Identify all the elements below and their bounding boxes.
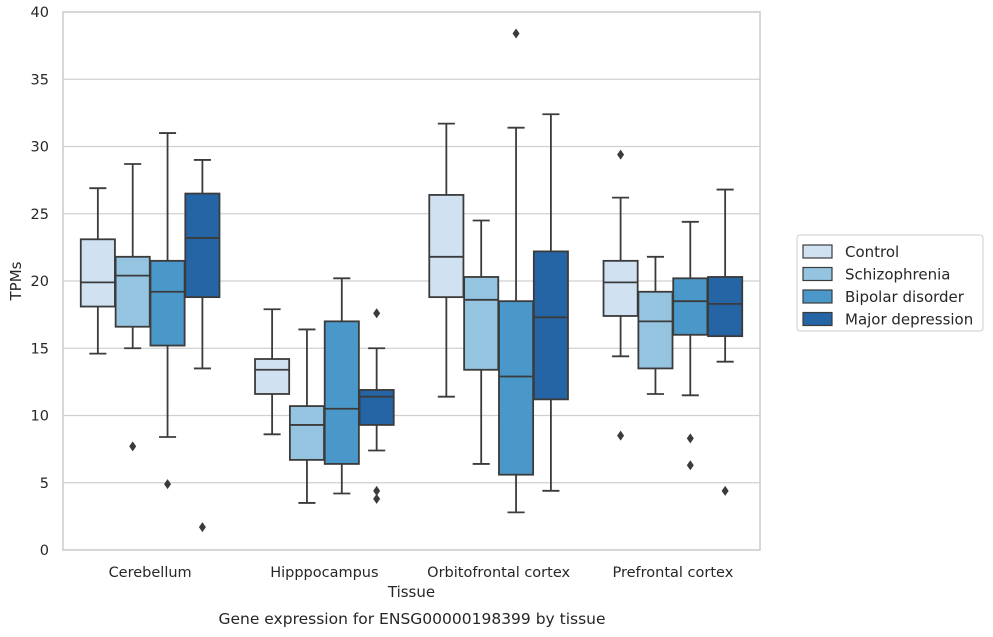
box-iqr [254, 358, 291, 395]
x-axis-title: Tissue [387, 583, 435, 601]
legend: Control Schizophrenia Bipolar disorder Majo… [796, 234, 984, 332]
box-iqr [637, 290, 674, 370]
y-tick-label: 0 [40, 543, 49, 559]
box-iqr [498, 300, 535, 476]
box-iqr [114, 255, 151, 328]
y-tick-label: 15 [31, 341, 49, 357]
box-iqr [672, 277, 709, 336]
legend-swatch [802, 266, 833, 282]
box-control [428, 122, 465, 398]
outlier-point [512, 28, 520, 39]
box-iqr [532, 250, 569, 401]
box-bipolar-disorder [498, 28, 535, 514]
outlier-point [373, 485, 381, 496]
box-iqr [707, 276, 744, 338]
box-control [254, 308, 291, 436]
box-schizophrenia [114, 163, 151, 452]
boxes [79, 28, 744, 533]
box-schizophrenia [463, 219, 500, 465]
box-schizophrenia [637, 255, 674, 395]
box-iqr [323, 320, 360, 465]
y-tick-label: 20 [31, 274, 49, 290]
outlier-point [617, 430, 625, 441]
x-tick-label: Orbitofrontal cortex [427, 565, 570, 581]
outlier-point [617, 149, 625, 160]
y-tick-label: 35 [31, 72, 49, 88]
box-iqr [149, 259, 186, 347]
outlier-point [721, 485, 729, 496]
x-tick-label: Cerebellum [109, 565, 192, 581]
y-tick-label: 30 [31, 140, 49, 156]
outlier-point [164, 479, 172, 490]
legend-label: Major depression [845, 311, 973, 329]
box-major-depression [184, 159, 221, 533]
box-schizophrenia [288, 328, 325, 504]
legend-frame [796, 234, 984, 332]
box-major-depression [532, 113, 569, 492]
box-bipolar-disorder [323, 277, 360, 495]
legend-swatch [802, 311, 833, 327]
x-tick-labels: Cerebellum Hipppocampus Orbitofrontal cort… [109, 565, 734, 581]
box-control [602, 149, 639, 441]
legend-label: Bipolar disorder [845, 288, 965, 306]
box-iqr [288, 405, 325, 461]
box-bipolar-disorder [672, 220, 709, 471]
box-iqr [602, 259, 639, 317]
box-major-depression [358, 308, 395, 504]
box-iqr [184, 192, 221, 299]
legend-label: Schizophrenia [845, 266, 950, 284]
y-tick-labels: 0 5 10 15 20 25 30 35 40 [31, 5, 49, 559]
legend-swatch [802, 244, 833, 259]
outlier-point [373, 308, 381, 319]
outlier-point [686, 433, 694, 444]
outlier-point [198, 522, 206, 533]
box-iqr [358, 389, 395, 426]
outlier-point [129, 441, 137, 452]
outlier-point [686, 460, 694, 471]
box-control [79, 187, 116, 355]
x-tick-label: Prefrontal cortex [612, 565, 733, 581]
box-iqr [463, 276, 500, 371]
outlier-point [373, 493, 381, 504]
box-iqr [79, 238, 116, 308]
y-tick-label: 40 [31, 5, 49, 21]
plot-frame [62, 11, 761, 551]
y-axis-title: TPMs [7, 261, 25, 301]
legend-label: Control [845, 243, 899, 261]
y-tick-label: 5 [40, 476, 49, 492]
box-bipolar-disorder [149, 132, 186, 490]
y-tick-label: 25 [31, 207, 49, 223]
y-tick-label: 10 [31, 409, 49, 425]
x-tick-label: Hipppocampus [270, 565, 378, 581]
box-iqr [428, 194, 465, 299]
legend-swatch [802, 289, 833, 304]
box-major-depression [707, 188, 744, 496]
chart-caption: Gene expression for ENSG00000198399 by t… [218, 610, 605, 628]
